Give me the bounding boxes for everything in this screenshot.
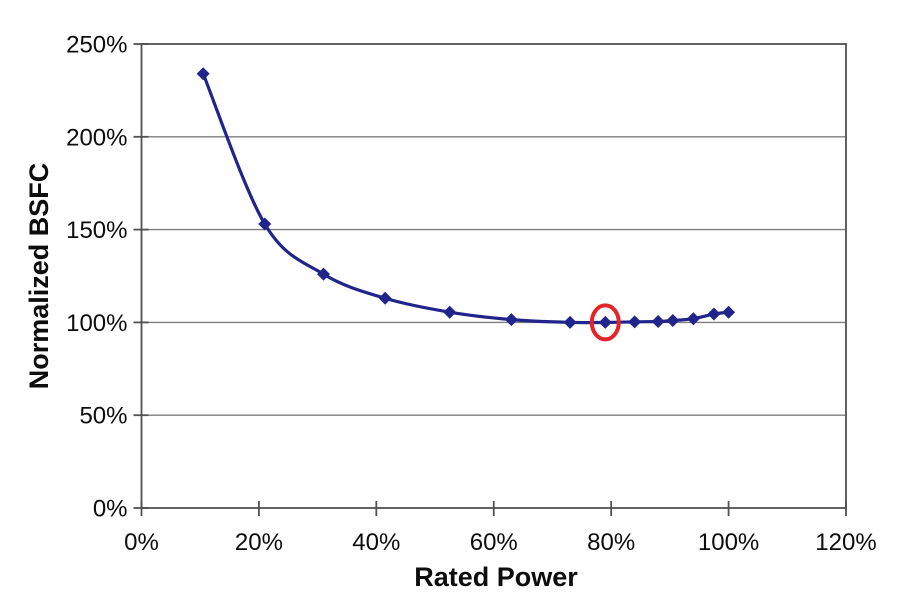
data-point-marker (686, 312, 700, 326)
highlight-circle (589, 303, 621, 342)
x-tick-label: 80% (587, 529, 635, 556)
data-point-marker (316, 267, 330, 281)
x-tick-label: 0% (124, 529, 159, 556)
y-tick-label: 0% (93, 496, 128, 523)
y-tick-label: 50% (79, 403, 127, 430)
y-tick-label: 250% (66, 32, 127, 59)
data-point-marker (651, 314, 665, 328)
data-point-marker (628, 315, 642, 329)
y-tick-label: 200% (66, 124, 127, 151)
y-tick-label: 150% (66, 217, 127, 244)
x-tick-label: 60% (470, 529, 518, 556)
plot-border (140, 43, 847, 509)
data-point-marker (443, 305, 457, 319)
x-tick-label: 40% (352, 529, 400, 556)
data-point-marker (563, 315, 577, 329)
data-point-marker (504, 313, 518, 327)
data-point-marker (666, 314, 680, 328)
series-line (201, 72, 731, 325)
data-point-marker (707, 307, 721, 321)
y-tick-label: 100% (66, 310, 127, 337)
data-point-marker (258, 217, 272, 231)
data-point-marker (722, 305, 736, 319)
data-point-marker (196, 67, 210, 81)
x-tick-label: 120% (815, 529, 876, 556)
x-axis-title: Rated Power (414, 562, 578, 592)
x-tick-label: 100% (698, 529, 759, 556)
x-tick-label: 20% (235, 529, 283, 556)
data-point-marker (598, 315, 612, 329)
y-axis-title: Normalized BSFC (24, 162, 54, 390)
data-point-marker (378, 291, 392, 305)
